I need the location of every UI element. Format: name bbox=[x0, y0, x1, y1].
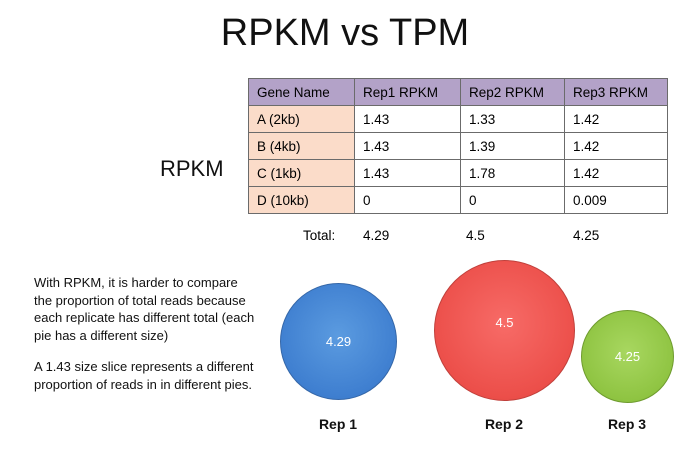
value-cell: 1.43 bbox=[354, 105, 461, 133]
gene-cell: B (4kb) bbox=[248, 132, 355, 160]
rep1-total-value: 4.29 bbox=[325, 334, 352, 349]
rep1-total-circle: 4.29 bbox=[280, 283, 397, 400]
rep2-total-value: 4.5 bbox=[495, 315, 514, 330]
description-paragraph: With RPKM, it is harder to compare the p… bbox=[34, 275, 255, 343]
rep3-label: Rep 3 bbox=[607, 416, 647, 432]
rep1-label: Rep 1 bbox=[318, 416, 358, 432]
value-cell: 1.42 bbox=[564, 159, 668, 187]
header-rep1: Rep1 RPKM bbox=[354, 78, 461, 106]
table-row: A (2kb) 1.43 1.33 1.42 bbox=[248, 105, 668, 133]
rep2-label: Rep 2 bbox=[484, 416, 524, 432]
table-header-row: Gene Name Rep1 RPKM Rep2 RPKM Rep3 RPKM bbox=[248, 78, 668, 106]
rep3-total-value: 4.25 bbox=[614, 349, 641, 364]
value-cell: 1.33 bbox=[460, 105, 565, 133]
rpkm-table: Gene Name Rep1 RPKM Rep2 RPKM Rep3 RPKM … bbox=[248, 78, 668, 214]
table-row: B (4kb) 1.43 1.39 1.42 bbox=[248, 132, 668, 160]
total-rep2: 4.5 bbox=[466, 228, 485, 243]
header-rep3: Rep3 RPKM bbox=[564, 78, 668, 106]
value-cell: 0 bbox=[354, 186, 461, 214]
rep2-total-circle: 4.5 bbox=[434, 260, 575, 401]
header-gene-name: Gene Name bbox=[248, 78, 355, 106]
value-cell: 1.42 bbox=[564, 105, 668, 133]
value-cell: 1.43 bbox=[354, 159, 461, 187]
total-label: Total: bbox=[303, 228, 336, 243]
description-text: With RPKM, it is harder to compare the p… bbox=[34, 274, 259, 407]
gene-cell: C (1kb) bbox=[248, 159, 355, 187]
value-cell: 1.39 bbox=[460, 132, 565, 160]
rep3-total-circle: 4.25 bbox=[581, 310, 674, 403]
total-rep3: 4.25 bbox=[573, 228, 600, 243]
gene-cell: D (10kb) bbox=[248, 186, 355, 214]
value-cell: 0.009 bbox=[564, 186, 668, 214]
gene-cell: A (2kb) bbox=[248, 105, 355, 133]
slide-title: RPKM vs TPM bbox=[220, 12, 470, 54]
value-cell: 1.43 bbox=[354, 132, 461, 160]
header-rep2: Rep2 RPKM bbox=[460, 78, 565, 106]
value-cell: 1.78 bbox=[460, 159, 565, 187]
table-row: D (10kb) 0 0 0.009 bbox=[248, 186, 668, 214]
table-row: C (1kb) 1.43 1.78 1.42 bbox=[248, 159, 668, 187]
rpkm-side-label: RPKM bbox=[160, 156, 224, 181]
value-cell: 1.42 bbox=[564, 132, 668, 160]
total-rep1: 4.29 bbox=[363, 228, 390, 243]
description-paragraph: A 1.43 size slice represents a different… bbox=[34, 359, 254, 392]
value-cell: 0 bbox=[460, 186, 565, 214]
